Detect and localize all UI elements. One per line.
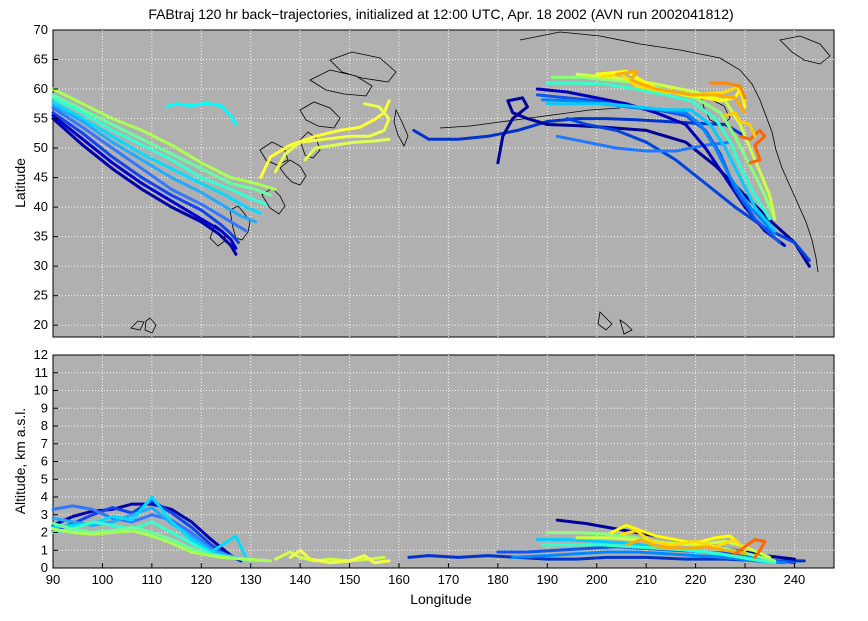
altitude-trajectory-line-3 (51, 504, 238, 561)
altitude-x-tick-label: 100 (92, 572, 114, 587)
altitude-x-tick-label: 210 (635, 572, 657, 587)
altitude-trajectory-lines (51, 495, 806, 565)
map-y-tick-label: 70 (34, 22, 48, 37)
map-trajectory-line-10 (51, 117, 238, 256)
map-trajectory-line-27 (615, 69, 747, 115)
map-trajectory-line-11 (259, 99, 391, 180)
map-trajectory-line-3 (51, 93, 272, 197)
altitude-trajectory-line-7 (51, 522, 263, 563)
map-trajectory-line-16 (565, 117, 811, 262)
map-panel: 20 25 30 35 40 45 50 55 60 65 70 Latitude (12, 22, 835, 338)
altitude-y-tick-label: 5 (41, 471, 48, 486)
altitude-y-tick-label: 6 (41, 454, 48, 469)
altitude-trajectory-line-19 (610, 523, 742, 547)
altitude-y-tick-label: 1 (41, 542, 48, 557)
map-y-tick-label: 65 (34, 52, 48, 67)
map-trajectory-line-30 (723, 111, 757, 138)
altitude-x-tick-label: 120 (190, 572, 212, 587)
altitude-trajectory-line-6 (51, 520, 253, 563)
map-trajectory-line-12 (273, 102, 391, 174)
map-trajectory-line-22 (545, 81, 772, 221)
map-panel-background (52, 29, 835, 338)
altitude-y-tick-label: 11 (35, 365, 49, 380)
altitude-y-tick-label: 9 (41, 400, 48, 415)
map-y-tick-label: 20 (34, 317, 48, 332)
altitude-y-tick-label: 10 (34, 383, 48, 398)
map-trajectory-line-21 (545, 102, 777, 233)
figure-title: FABtraj 120 hr back−trajectories, initia… (148, 6, 733, 22)
map-y-tick-label: 45 (34, 170, 48, 185)
altitude-x-tick-label: 180 (487, 572, 509, 587)
map-trajectory-line-29 (738, 128, 767, 165)
altitude-x-tick-labels: 90 100 110 120 130 140 150 160 170 180 190 200 210 22… (46, 563, 806, 587)
altitude-x-tick-label: 140 (289, 572, 311, 587)
map-trajectory-line-17 (555, 134, 732, 153)
map-trajectory-line-4 (51, 96, 268, 206)
altitude-x-tick-label: 150 (339, 572, 361, 587)
altitude-y-tick-label: 7 (41, 436, 48, 451)
altitude-x-tick-label: 230 (734, 572, 756, 587)
altitude-trajectory-line-20 (619, 529, 747, 552)
coastline-asia (130, 51, 409, 334)
altitude-gridlines (53, 355, 834, 568)
altitude-y-tick-label: 4 (41, 489, 48, 504)
map-y-tick-label: 35 (34, 229, 48, 244)
map-y-tick-label: 30 (34, 258, 48, 273)
map-trajectory-line-5 (51, 100, 263, 215)
map-gridlines (53, 30, 834, 337)
altitude-trajectory-line-21 (624, 538, 747, 556)
altitude-x-tick-label: 90 (46, 572, 60, 587)
map-y-tick-labels: 20 25 30 35 40 45 50 55 60 65 70 (34, 22, 58, 332)
altitude-x-tick-label: 110 (141, 572, 162, 587)
altitude-x-tick-label: 160 (388, 572, 410, 587)
altitude-x-tick-label: 190 (536, 572, 558, 587)
altitude-trajectory-line-22 (733, 538, 767, 559)
map-trajectory-line-1 (165, 101, 238, 126)
map-trajectory-line-13 (303, 137, 391, 162)
map-y-tick-label: 55 (34, 111, 48, 126)
altitude-trajectory-line-8 (51, 527, 272, 563)
map-trajectory-line-9 (51, 114, 238, 250)
altitude-y-tick-label: 12 (34, 347, 48, 362)
altitude-y-axis-label: Altitude, km a.s.l. (12, 408, 28, 515)
x-axis-label: Longitude (410, 591, 472, 607)
map-trajectory-line-28 (708, 81, 747, 100)
altitude-trajectory-line-1 (51, 502, 243, 563)
map-trajectory-line-7 (51, 106, 248, 233)
altitude-x-tick-label: 220 (685, 572, 707, 587)
map-y-tick-label: 40 (34, 199, 48, 214)
map-y-tick-label: 25 (34, 288, 48, 303)
map-y-axis-label: Latitude (12, 158, 28, 208)
map-y-tick-label: 60 (34, 81, 48, 96)
altitude-y-tick-label: 0 (41, 560, 48, 575)
map-trajectory-line-6 (51, 104, 258, 224)
altitude-x-tick-label: 200 (586, 572, 608, 587)
altitude-trajectory-line-10 (288, 548, 391, 565)
altitude-x-tick-label: 240 (784, 572, 806, 587)
map-trajectory-lines (51, 69, 811, 268)
altitude-x-tick-label: 170 (438, 572, 460, 587)
map-trajectory-line-19 (535, 93, 782, 244)
altitude-trajectory-line-14 (511, 550, 787, 565)
map-trajectory-line-2 (51, 87, 277, 191)
map-y-tick-label: 50 (34, 140, 48, 155)
altitude-x-tick-label: 130 (240, 572, 262, 587)
altitude-y-tick-label: 2 (41, 525, 48, 540)
altitude-y-tick-label: 8 (41, 418, 48, 433)
altitude-y-tick-label: 3 (41, 507, 48, 522)
map-trajectory-line-8 (51, 111, 240, 244)
altitude-trajectory-line-11 (407, 554, 806, 563)
